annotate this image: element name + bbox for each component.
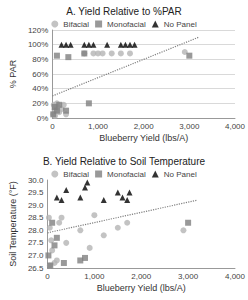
svg-text:0: 0 — [50, 122, 55, 131]
svg-text:0: 0 — [45, 272, 50, 281]
svg-text:26.5: 26.5 — [28, 264, 44, 273]
svg-text:4,000: 4,000 — [225, 272, 246, 281]
svg-text:29.5: 29.5 — [28, 188, 44, 197]
svg-text:0%: 0% — [37, 114, 49, 123]
svg-text:% PAR: % PAR — [8, 59, 18, 88]
svg-text:28.0: 28.0 — [28, 226, 44, 235]
svg-text:A. Yield Relative to %PAR: A. Yield Relative to %PAR — [66, 6, 181, 17]
svg-text:No Panel: No Panel — [164, 20, 197, 29]
svg-text:2,000: 2,000 — [134, 122, 155, 131]
svg-text:Monofacial: Monofacial — [107, 20, 146, 29]
svg-text:B. Yield Relative to Soil Temp: B. Yield Relative to Soil Temperature — [43, 156, 206, 167]
svg-text:2,000: 2,000 — [131, 272, 152, 281]
svg-text:30.0: 30.0 — [28, 176, 44, 185]
svg-text:Soil Temperature (°F): Soil Temperature (°F) — [8, 181, 18, 266]
svg-text:1,000: 1,000 — [84, 272, 105, 281]
svg-text:100%: 100% — [28, 40, 48, 49]
svg-text:No Panel: No Panel — [164, 170, 197, 179]
svg-text:Blueberry Yield (lbs/A): Blueberry Yield (lbs/A) — [99, 133, 188, 143]
svg-text:Bifacial: Bifacial — [63, 170, 89, 179]
svg-text:3,000: 3,000 — [178, 272, 199, 281]
svg-text:29.0: 29.0 — [28, 201, 44, 210]
svg-text:27.5: 27.5 — [28, 238, 44, 247]
svg-text:Blueberry Yield (lbs/A): Blueberry Yield (lbs/A) — [97, 283, 186, 293]
svg-text:60%: 60% — [32, 70, 48, 79]
svg-text:Monofacial: Monofacial — [107, 170, 146, 179]
svg-text:120%: 120% — [28, 26, 48, 35]
svg-text:80%: 80% — [32, 55, 48, 64]
svg-text:Bifacial: Bifacial — [63, 20, 89, 29]
svg-text:27.0: 27.0 — [28, 251, 44, 260]
svg-text:3,000: 3,000 — [179, 122, 200, 131]
svg-text:28.5: 28.5 — [28, 213, 44, 222]
svg-text:20%: 20% — [32, 99, 48, 108]
svg-text:40%: 40% — [32, 84, 48, 93]
svg-text:1,000: 1,000 — [88, 122, 109, 131]
svg-text:4,000: 4,000 — [225, 122, 246, 131]
